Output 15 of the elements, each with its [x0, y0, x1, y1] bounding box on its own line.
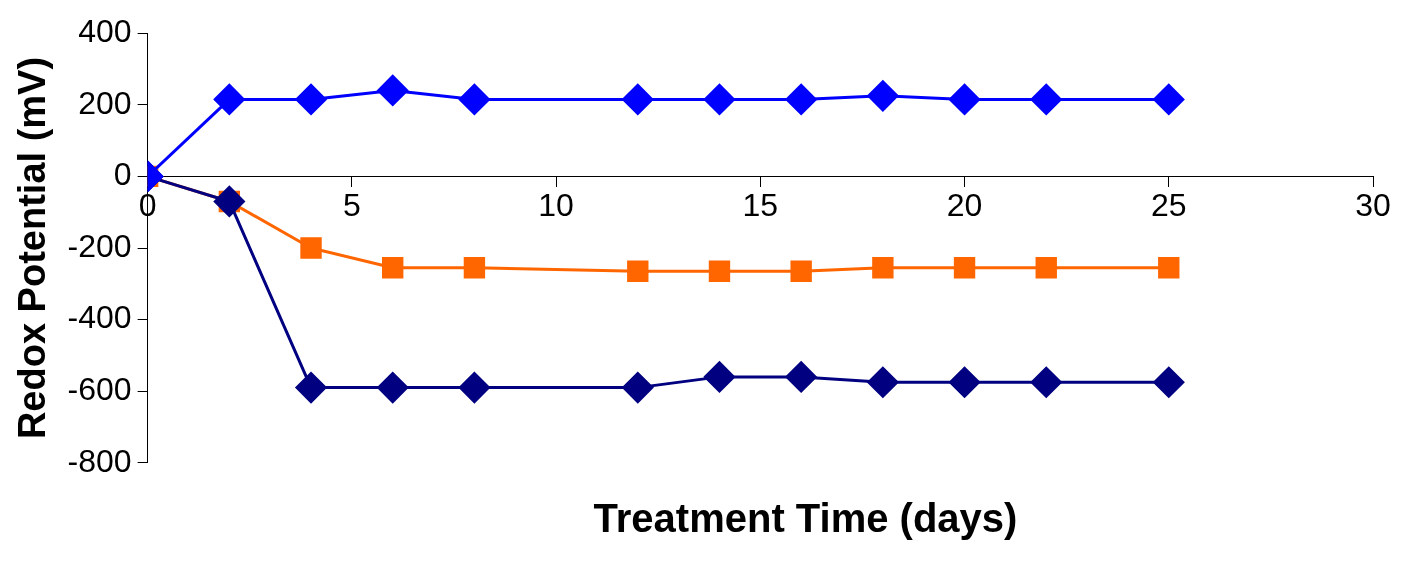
- x-tick-label: 30: [1355, 187, 1391, 224]
- x-axis-title: Treatment Time (days): [592, 496, 1019, 541]
- y-tick-label: -800: [67, 442, 132, 479]
- y-tick-label: 400: [78, 13, 132, 50]
- x-tick-label: 10: [538, 187, 574, 224]
- x-tick-label: 20: [946, 187, 983, 224]
- y-tick-label: 200: [78, 84, 132, 121]
- y-tick-label: 0: [113, 156, 132, 193]
- y-tick-label: -200: [67, 227, 132, 264]
- x-tick-label: 25: [1150, 187, 1187, 224]
- y-tick-label: -600: [67, 371, 132, 408]
- y-axis-title: Redox Potential (mV): [11, 56, 54, 440]
- x-tick-label: 15: [742, 187, 779, 224]
- y-tick-label: -400: [67, 299, 132, 336]
- x-tick-label: 5: [342, 187, 361, 224]
